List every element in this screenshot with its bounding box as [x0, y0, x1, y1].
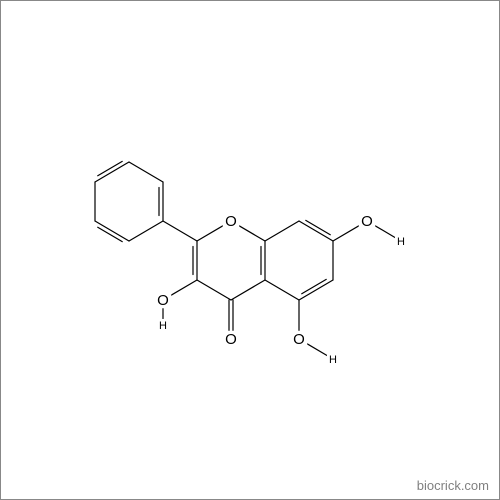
svg-text:H: H [329, 354, 337, 366]
svg-text:O: O [157, 292, 169, 309]
molecule-svg: OOHOOHOH [1, 1, 500, 500]
svg-text:H: H [397, 236, 405, 248]
svg-text:O: O [225, 213, 237, 230]
svg-text:O: O [293, 331, 305, 348]
svg-text:O: O [361, 213, 373, 230]
structure-canvas: OOHOOHOH biocrick.com [0, 0, 500, 500]
watermark-text: biocrick.com [417, 478, 489, 493]
svg-text:O: O [225, 331, 237, 348]
svg-text:H: H [159, 320, 167, 332]
